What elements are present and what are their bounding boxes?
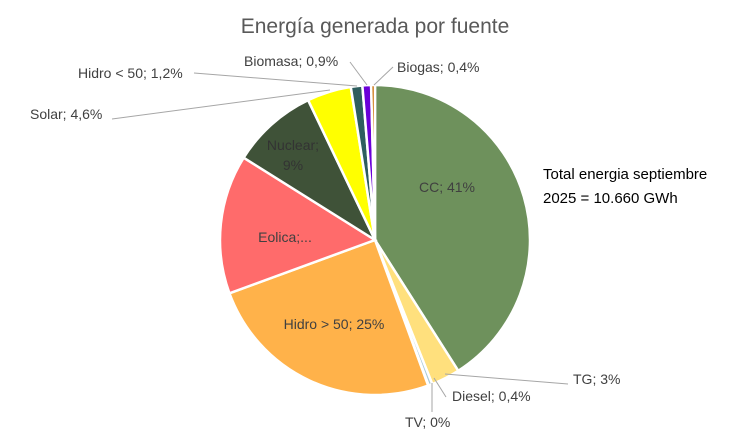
leader-line [193, 72, 358, 87]
pie-slice-eolica [218, 155, 378, 295]
pie-slice-hidro-50 [227, 238, 430, 397]
data-label: Hidro < 50; 1,2% [78, 65, 183, 81]
chart-title: Energía generada por fuente [241, 15, 510, 38]
data-label: CC; 41% [419, 179, 475, 195]
total-annotation-line1: Total energia septiembre [543, 166, 707, 183]
data-label: Nuclear; 9% [267, 137, 319, 173]
data-label: Eolica;... [258, 229, 312, 245]
leader-line [444, 373, 569, 385]
data-label: TV; 0% [405, 414, 450, 430]
data-label: TG; 3% [573, 371, 620, 387]
data-label: Diesel; 0,4% [452, 388, 531, 404]
leader-line [433, 377, 447, 398]
data-label: Biogas; 0,4% [397, 59, 480, 75]
data-label: Biomasa; 0,9% [244, 53, 338, 69]
data-label: Solar; 4,6% [30, 106, 102, 122]
leader-line [349, 61, 368, 86]
pie-slice-biogas [369, 83, 377, 241]
leader-line [111, 89, 331, 120]
total-annotation-line2: 2025 = 10.660 GWh [543, 190, 678, 207]
leader-line [373, 66, 394, 86]
pie-slice-nuclear [241, 98, 378, 244]
data-label: Hidro > 50; 25% [284, 316, 385, 332]
